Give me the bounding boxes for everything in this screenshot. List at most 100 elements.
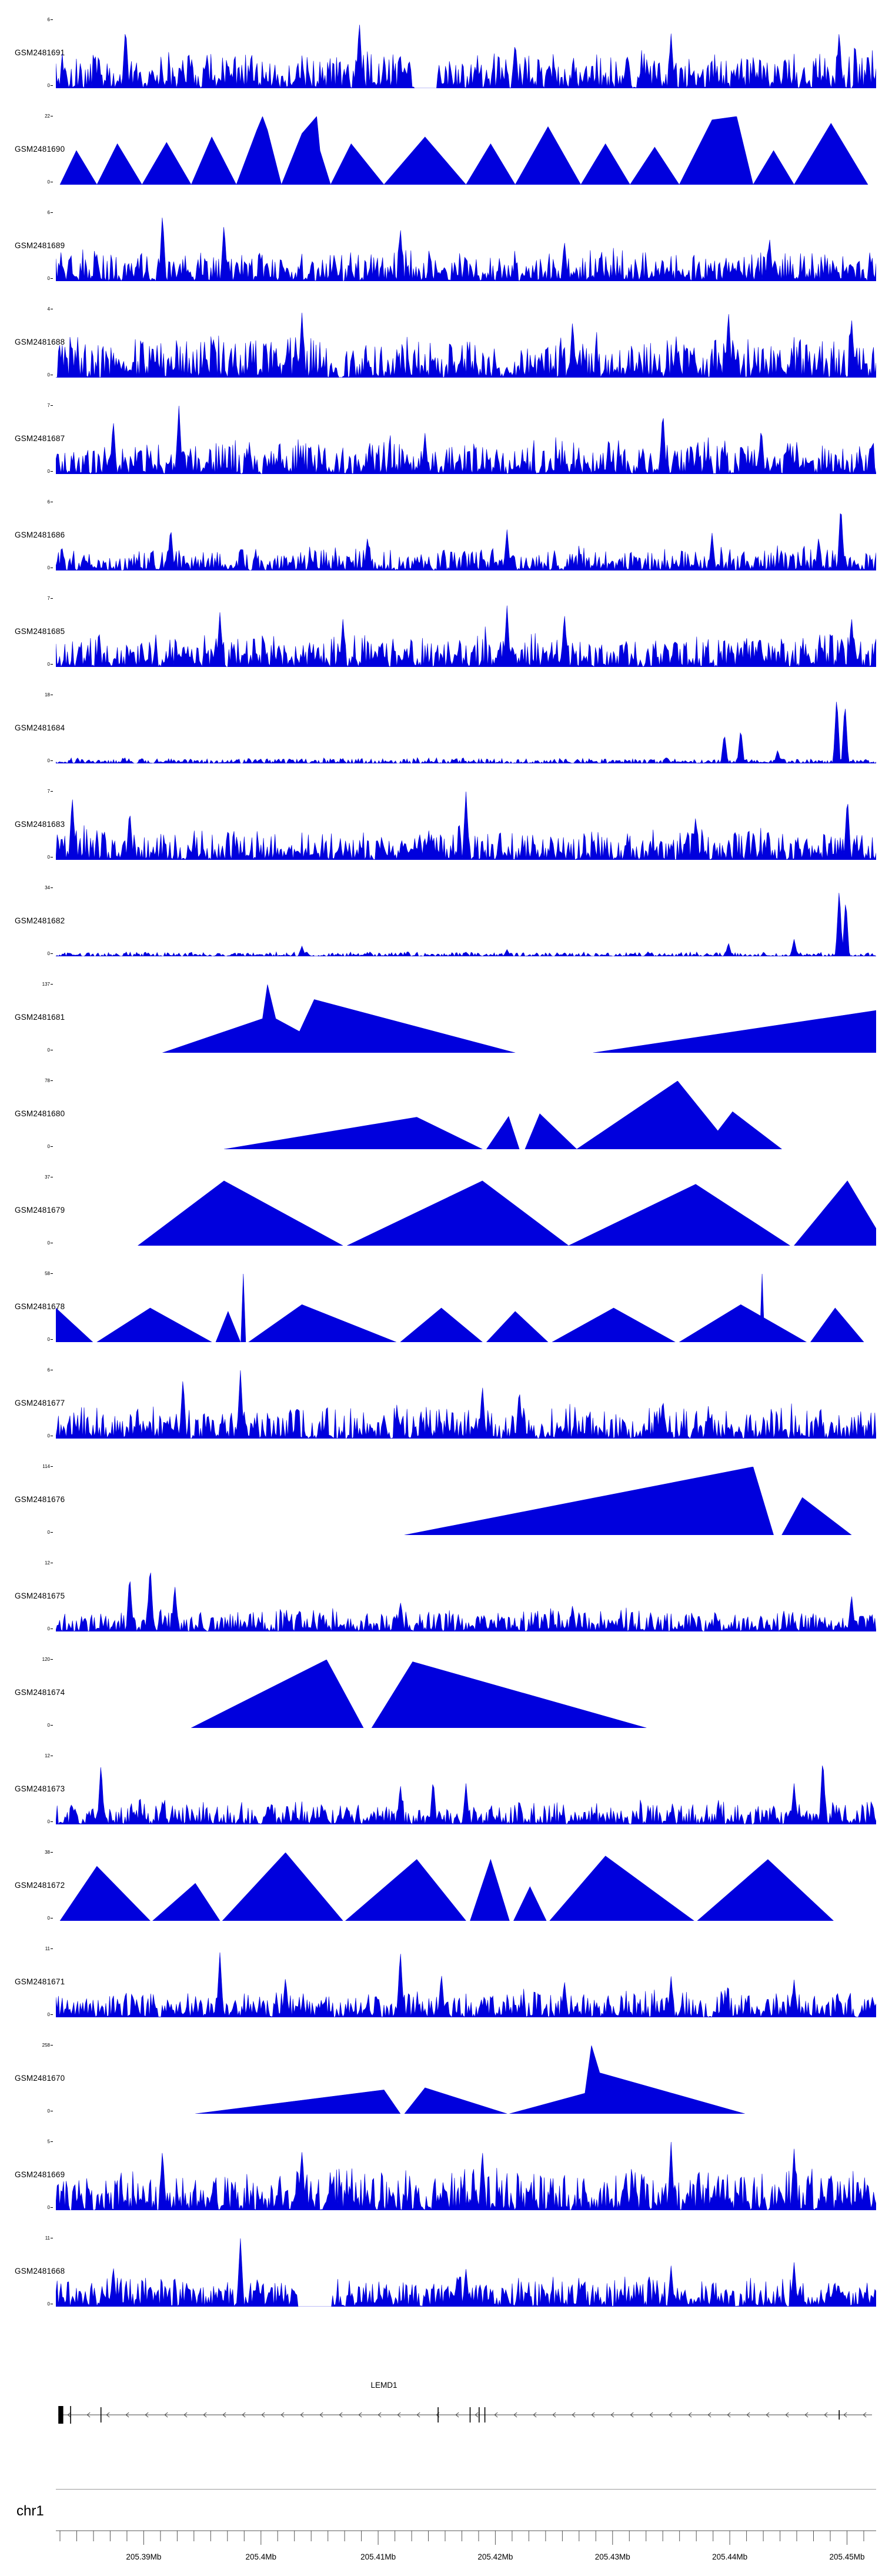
track-label: GSM2481671 xyxy=(15,1977,65,1986)
y-zero-label: 0 xyxy=(33,2013,53,2017)
chromosome-label: chr1 xyxy=(16,2503,44,2519)
coverage-area xyxy=(56,1952,876,2017)
y-zero-label: 0 xyxy=(33,276,53,281)
coverage-area xyxy=(223,1081,783,1149)
y-zero-label: 0 xyxy=(33,855,53,860)
y-max-label: 258 xyxy=(33,2043,53,2048)
coverage-plot xyxy=(56,502,876,570)
y-zero-label: 0 xyxy=(33,1241,53,1246)
coverage-tracks: GSM2481691 6 0 GSM2481690 22 0 GSM2481689 6 0 GSM… xyxy=(0,18,882,2333)
axis-label: 205.39Mb xyxy=(126,2552,161,2561)
coverage-plot xyxy=(56,1274,876,1342)
coverage-area xyxy=(56,1573,876,1631)
y-zero-label: 0 xyxy=(33,1530,53,1535)
y-zero-label: 0 xyxy=(33,1048,53,1053)
coverage-plot xyxy=(56,1756,876,1824)
separator-line xyxy=(56,2489,876,2490)
coverage-area xyxy=(162,985,876,1053)
track-row-GSM2481668: GSM2481668 11 0 xyxy=(0,2236,882,2333)
coverage-plot xyxy=(56,1949,876,2017)
coverage-area xyxy=(56,893,876,956)
track-label: GSM2481680 xyxy=(15,1109,65,1118)
track-row-GSM2481672: GSM2481672 38 0 xyxy=(0,1850,882,1947)
y-max-label: 120 xyxy=(33,1657,53,1662)
y-zero-label: 0 xyxy=(33,1916,53,1921)
y-max-label: 5 xyxy=(33,2140,53,2144)
track-label: GSM2481676 xyxy=(15,1495,65,1504)
coverage-area xyxy=(56,1274,864,1342)
y-max-label: 7 xyxy=(33,403,53,408)
track-row-GSM2481676: GSM2481676 114 0 xyxy=(0,1464,882,1561)
y-max-label: 22 xyxy=(33,114,53,119)
y-zero-label: 0 xyxy=(33,1144,53,1149)
track-label: GSM2481681 xyxy=(15,1013,65,1022)
coverage-area xyxy=(56,513,876,570)
y-zero-label: 0 xyxy=(33,566,53,570)
thick-exon-box xyxy=(58,2406,64,2424)
genome-axis: 205.39Mb 205.4Mb 205.41Mb 205.42Mb 205.43Mb 2… xyxy=(56,2530,876,2561)
y-max-label: 7 xyxy=(33,596,53,601)
track-label: GSM2481678 xyxy=(15,1302,65,1311)
track-row-GSM2481670: GSM2481670 258 0 xyxy=(0,2043,882,2140)
y-zero-label: 0 xyxy=(33,180,53,185)
y-zero-label: 0 xyxy=(33,2205,53,2210)
coverage-area xyxy=(56,1766,876,1824)
track-label: GSM2481679 xyxy=(15,1206,65,1214)
coverage-plot xyxy=(56,1370,876,1439)
coverage-area xyxy=(56,2238,876,2307)
coverage-plot xyxy=(56,1081,876,1149)
coverage-area xyxy=(56,25,876,88)
y-max-label: 12 xyxy=(33,1561,53,1566)
y-zero-label: 0 xyxy=(33,84,53,88)
track-row-GSM2481684: GSM2481684 18 0 xyxy=(0,693,882,789)
coverage-area xyxy=(191,1660,647,1728)
axis-ticks xyxy=(59,2531,864,2545)
coverage-plot xyxy=(56,695,876,763)
track-row-GSM2481681: GSM2481681 137 0 xyxy=(0,982,882,1079)
gene-name-label: LEMD1 xyxy=(370,2381,397,2390)
y-max-label: 6 xyxy=(33,211,53,215)
axis-label: 205.44Mb xyxy=(712,2552,747,2561)
y-max-label: 6 xyxy=(33,18,53,22)
y-max-label: 137 xyxy=(33,982,53,987)
coverage-area xyxy=(56,1370,876,1439)
minus-strand-arrows xyxy=(67,2412,867,2418)
coverage-area xyxy=(138,1180,876,1246)
coverage-plot xyxy=(56,213,876,281)
y-max-label: 11 xyxy=(33,1947,53,1951)
axis-label: 205.4Mb xyxy=(246,2552,277,2561)
coverage-plot xyxy=(56,2046,876,2114)
track-row-GSM2481685: GSM2481685 7 0 xyxy=(0,596,882,693)
y-zero-label: 0 xyxy=(33,952,53,956)
axis-label: 205.41Mb xyxy=(360,2552,396,2561)
track-row-GSM2481690: GSM2481690 22 0 xyxy=(0,114,882,211)
coverage-plot xyxy=(56,1853,876,1921)
y-max-label: 38 xyxy=(33,1850,53,1855)
y-zero-label: 0 xyxy=(33,1723,53,1728)
coverage-area xyxy=(59,116,868,185)
track-label: GSM2481685 xyxy=(15,627,65,636)
coverage-area xyxy=(404,1467,852,1535)
track-row-GSM2481679: GSM2481679 37 0 xyxy=(0,1175,882,1272)
y-zero-label: 0 xyxy=(33,1820,53,1824)
track-label: GSM2481689 xyxy=(15,241,65,250)
track-row-GSM2481688: GSM2481688 4 0 xyxy=(0,307,882,403)
coverage-plot xyxy=(56,116,876,185)
y-max-label: 34 xyxy=(33,886,53,890)
coverage-area xyxy=(56,2142,876,2210)
y-max-label: 6 xyxy=(33,1368,53,1373)
track-label: GSM2481683 xyxy=(15,820,65,829)
y-max-label: 11 xyxy=(33,2236,53,2241)
track-label: GSM2481668 xyxy=(15,2267,65,2275)
coverage-area xyxy=(195,2046,745,2114)
coverage-plot xyxy=(56,985,876,1053)
exon-ticks xyxy=(70,2406,840,2424)
coverage-plot xyxy=(56,1467,876,1535)
track-row-GSM2481677: GSM2481677 6 0 xyxy=(0,1368,882,1464)
y-max-label: 4 xyxy=(33,307,53,312)
track-label: GSM2481669 xyxy=(15,2170,65,2179)
coverage-area xyxy=(56,702,876,763)
track-label: GSM2481672 xyxy=(15,1881,65,1890)
coverage-plot xyxy=(56,1660,876,1728)
